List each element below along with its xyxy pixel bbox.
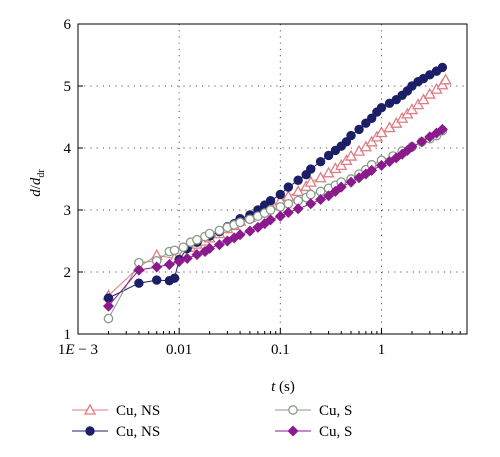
y-axis-denom: d: [28, 177, 44, 185]
data-point: [173, 255, 185, 267]
data-point: [192, 234, 202, 245]
data-point: [234, 229, 246, 241]
data-point: [244, 225, 256, 237]
data-point: [204, 242, 216, 254]
data-point: [265, 205, 276, 215]
data-point: [245, 214, 255, 225]
x-tick-label: 1: [378, 342, 386, 358]
x-tick-label: 0.01: [166, 342, 192, 358]
legend: Cu, NS Cu, NS Cu, S Cu, S: [72, 403, 352, 440]
legend-marker: [83, 403, 97, 415]
y-tick-label: 3: [64, 203, 72, 219]
data-point: [345, 176, 357, 188]
data-point: [366, 164, 378, 176]
y-axis-title: d/ddr: [28, 169, 47, 197]
data-point: [305, 198, 317, 210]
data-point: [353, 172, 365, 184]
x-tick-label: 0.1: [271, 342, 290, 358]
y-tick-label: 5: [64, 79, 72, 95]
data-point: [323, 190, 335, 202]
data-point: [191, 249, 203, 261]
data-point: [265, 196, 276, 206]
grid-lines: [78, 24, 467, 334]
y-tick-label: 2: [64, 265, 72, 281]
data-point: [283, 198, 294, 209]
legend-item: Cu, NS: [72, 424, 160, 440]
data-point: [133, 264, 145, 276]
data-point: [235, 217, 245, 228]
data-point: [178, 242, 189, 253]
data-point: [274, 210, 286, 222]
data-point: [354, 124, 364, 135]
data-point: [169, 273, 180, 283]
legend-label: Cu, NS: [116, 403, 160, 419]
data-point: [275, 202, 286, 212]
data-point: [214, 225, 225, 236]
data-point: [169, 245, 180, 256]
data-point: [102, 300, 114, 312]
y-axis-subscript: dr: [36, 169, 47, 178]
data-point: [293, 175, 303, 185]
x-axis-var: t: [271, 379, 276, 395]
data-point: [323, 150, 334, 161]
data-point: [436, 123, 448, 135]
series-3: [102, 123, 448, 312]
data-point: [417, 93, 430, 105]
legend-label: Cu, S: [319, 424, 352, 440]
data-point: [283, 182, 294, 192]
data-point: [213, 239, 225, 251]
y-tick-label: 1: [64, 327, 72, 343]
data-point: [163, 259, 175, 271]
data-point: [437, 62, 448, 73]
data-point: [152, 275, 162, 285]
data-point: [376, 103, 387, 113]
legend-item: Cu, NS: [72, 403, 160, 419]
data-point: [181, 252, 193, 264]
data-point: [341, 137, 352, 147]
x-axis-unit: (s): [275, 379, 295, 395]
data-point: [103, 313, 114, 324]
data-point: [366, 113, 377, 123]
data-point: [375, 159, 388, 171]
y-tick-label: 6: [64, 17, 72, 33]
data-point: [335, 181, 347, 193]
x-axis-title: t (s): [271, 379, 295, 395]
data-point: [424, 131, 436, 143]
data-point: [265, 214, 277, 226]
axis-ticks: 1 2 3 4 5 6 1E − 3 0.01 0.1 1: [58, 17, 468, 358]
data-point: [304, 175, 317, 187]
data-point: [252, 221, 264, 233]
legend-marker: [85, 426, 95, 436]
legend-label: Cu, NS: [116, 424, 160, 440]
data-point: [151, 261, 163, 273]
legend-label: Cu, S: [319, 403, 352, 419]
data-point: [416, 136, 428, 148]
x-tick-label: 1E − 3: [58, 342, 98, 358]
data-point: [315, 156, 326, 167]
legend-item: Cu, S: [275, 403, 352, 419]
data-point: [292, 203, 304, 215]
data-point: [346, 130, 356, 141]
plot-frame: [77, 23, 468, 335]
data-point: [134, 278, 144, 288]
data-point: [282, 206, 294, 218]
y-tick-label: 4: [64, 141, 72, 157]
data-point: [361, 118, 371, 128]
data-point: [306, 164, 316, 174]
data-point: [275, 189, 286, 200]
data-point: [305, 189, 316, 200]
legend-item: Cu, S: [275, 424, 352, 440]
legend-marker: [287, 425, 299, 437]
y-axis-var: d: [28, 189, 44, 197]
data-series: [102, 62, 452, 324]
y-axis-sep: /: [28, 184, 44, 189]
data-point: [406, 141, 418, 153]
legend-marker: [288, 405, 298, 415]
data-point: [204, 228, 215, 239]
data-point: [315, 193, 327, 205]
data-point: [439, 73, 452, 85]
data-point: [384, 156, 396, 168]
